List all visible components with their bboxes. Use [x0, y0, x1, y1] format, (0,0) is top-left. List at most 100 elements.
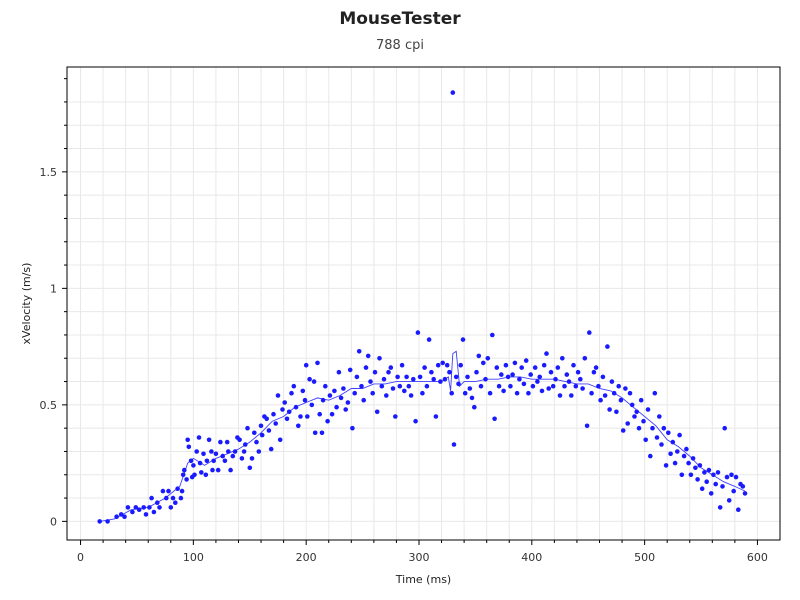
data-point: [526, 390, 531, 396]
data-point: [300, 388, 306, 394]
data-point: [643, 437, 648, 443]
data-point: [114, 514, 119, 519]
data-point: [715, 470, 721, 475]
data-point: [336, 369, 342, 375]
data-point: [641, 418, 646, 424]
x-tick-label: 600: [747, 551, 768, 564]
data-point: [266, 428, 272, 433]
data-point: [582, 356, 588, 361]
data-point: [476, 353, 482, 359]
data-point: [566, 379, 572, 384]
data-point: [648, 453, 653, 459]
data-point: [356, 349, 362, 354]
data-point: [179, 488, 185, 494]
data-point: [296, 423, 301, 429]
data-point: [510, 372, 515, 377]
data-point: [449, 390, 455, 396]
data-point: [422, 365, 427, 370]
data-point: [406, 383, 412, 389]
data-point: [618, 397, 624, 403]
data-point: [188, 458, 194, 464]
data-point: [521, 381, 527, 387]
data-point: [347, 367, 353, 373]
x-tick-label: 0: [77, 551, 84, 564]
data-point: [305, 414, 310, 419]
data-point: [286, 409, 292, 415]
data-point: [652, 390, 658, 396]
data-point: [186, 444, 192, 450]
data-point: [390, 386, 396, 391]
data-point: [713, 481, 718, 487]
data-point: [361, 397, 367, 403]
data-point: [397, 383, 403, 389]
data-point: [688, 472, 694, 478]
data-point: [201, 451, 206, 457]
data-point: [303, 362, 309, 368]
x-tick-label: 400: [521, 551, 542, 564]
data-point: [720, 484, 725, 489]
data-point: [481, 360, 486, 366]
data-point: [474, 369, 479, 375]
data-point: [164, 495, 169, 501]
data-point: [733, 474, 739, 480]
x-tick-label: 300: [408, 551, 429, 564]
data-point: [458, 362, 464, 368]
data-point: [731, 488, 736, 494]
data-point: [273, 421, 279, 426]
data-point: [679, 472, 685, 478]
data-point: [686, 460, 691, 466]
data-point: [151, 509, 157, 515]
data-point: [537, 374, 542, 380]
data-point: [711, 472, 716, 478]
data-point: [598, 397, 603, 403]
data-point: [329, 411, 335, 417]
data-point: [587, 330, 592, 335]
data-point: [247, 465, 253, 471]
data-point: [338, 395, 344, 401]
data-point: [237, 437, 242, 443]
data-point: [675, 449, 680, 454]
data-point: [155, 500, 160, 506]
data-point: [199, 470, 204, 475]
data-point: [282, 400, 288, 405]
data-point: [478, 383, 484, 389]
data-point: [413, 418, 418, 424]
data-point: [222, 458, 228, 464]
data-point: [742, 491, 748, 496]
data-point: [209, 449, 214, 454]
data-point: [659, 442, 664, 447]
data-point: [681, 453, 687, 459]
data-point: [408, 393, 414, 398]
data-point: [602, 393, 608, 398]
data-point: [645, 407, 651, 412]
data-point: [147, 505, 152, 510]
data-point: [239, 456, 245, 461]
data-point: [411, 376, 416, 382]
data-point: [133, 505, 139, 510]
data-point: [578, 376, 583, 382]
data-point: [312, 430, 318, 436]
data-point: [450, 90, 456, 95]
data-point: [654, 435, 660, 440]
data-point: [259, 432, 265, 438]
data-point: [311, 379, 317, 384]
y-tick-label: 1.5: [40, 166, 58, 179]
data-point: [569, 393, 574, 398]
data-point: [544, 351, 549, 356]
data-point: [697, 463, 703, 468]
data-point: [485, 356, 491, 361]
data-point: [415, 330, 421, 335]
data-point: [614, 409, 619, 415]
data-point: [298, 414, 303, 419]
data-point: [553, 376, 558, 382]
data-point: [663, 463, 669, 468]
data-point: [319, 430, 325, 436]
velocity-points: [97, 90, 748, 524]
data-point: [197, 460, 203, 466]
data-point: [359, 383, 364, 389]
data-point: [327, 393, 333, 398]
data-point: [596, 383, 601, 389]
data-point: [377, 356, 382, 361]
data-point: [173, 500, 178, 506]
